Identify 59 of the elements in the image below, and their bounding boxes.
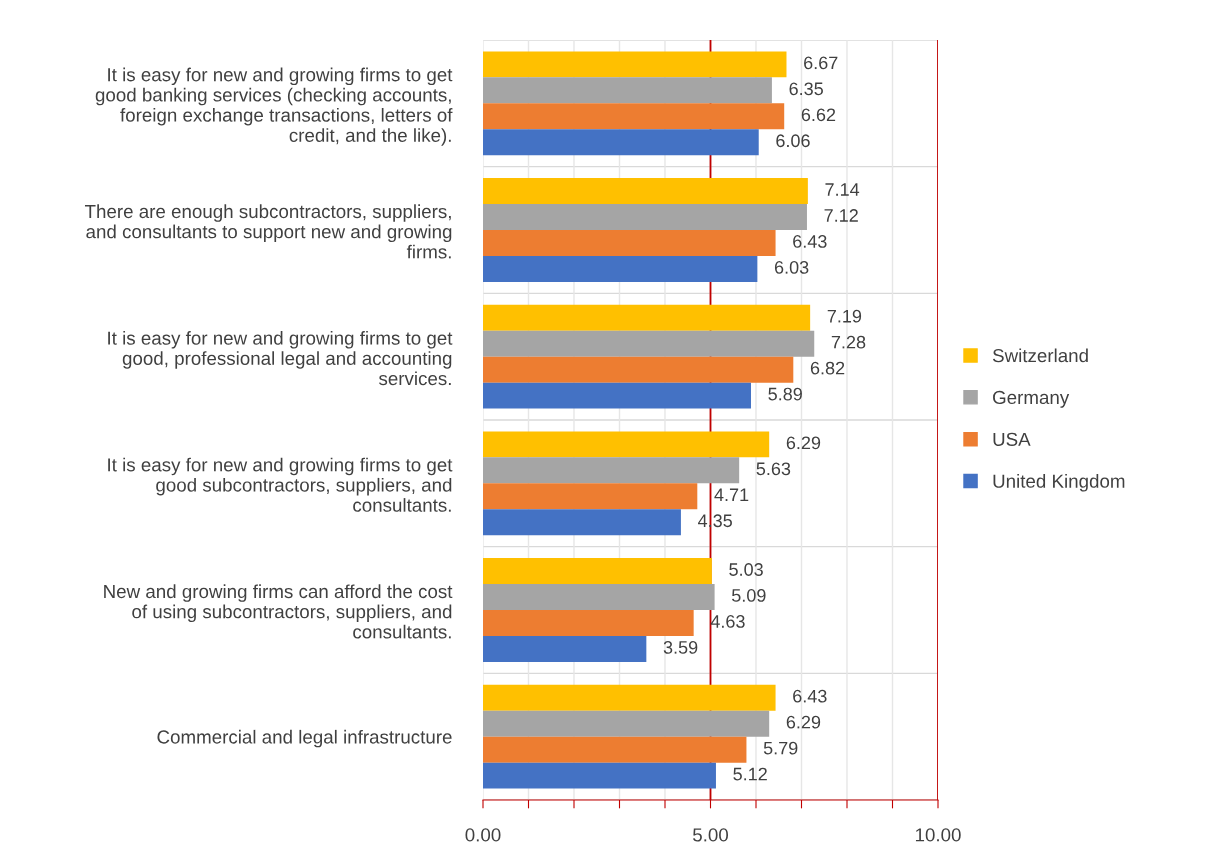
y-tick-label: Commercial and legal infrastructure	[157, 729, 452, 748]
data-label: 6.03	[774, 261, 809, 274]
bar	[483, 178, 808, 205]
data-label: 6.29	[786, 436, 821, 450]
bar	[483, 610, 694, 636]
bar	[483, 382, 751, 409]
data-label: 6.43	[793, 235, 827, 248]
data-label: 7.19	[827, 309, 862, 323]
y-tick-label: There are enough subcontractors, suppliers, and consultants to support new and growing firms.	[84, 204, 452, 259]
bar	[483, 51, 787, 78]
bar	[483, 356, 794, 383]
bar	[483, 304, 811, 331]
data-label: 6.06	[776, 134, 810, 148]
data-label: 6.62	[801, 108, 836, 122]
bar	[483, 736, 747, 763]
bar	[483, 230, 776, 256]
bar	[483, 710, 770, 737]
data-label: 7.14	[825, 183, 860, 196]
bar	[483, 635, 647, 662]
data-label: 5.03	[729, 563, 763, 576]
bar	[483, 684, 776, 711]
data-label: 6.67	[804, 56, 838, 70]
data-label: 6.82	[810, 361, 845, 375]
bar	[483, 330, 815, 357]
y-tick-label: It is easy for new and growing firms to get good, professional legal and accounting services.	[108, 331, 453, 386]
x-tick-label: 0.00	[465, 828, 501, 842]
bar	[483, 204, 807, 230]
y-tick-label: It is easy for new and growing firms to get good banking services (checking accounts, foreign exchange transactions, letters of credit, and the like).	[95, 67, 453, 146]
bar	[483, 77, 772, 104]
bar	[483, 762, 716, 789]
data-label: 5.12	[733, 767, 767, 781]
bar	[483, 431, 770, 458]
data-label: 6.43	[793, 689, 827, 703]
bar	[483, 457, 740, 484]
bar	[483, 129, 759, 156]
data-label: 5.63	[756, 462, 791, 476]
data-label: 7.12	[824, 209, 858, 222]
y-tick-label: New and growing firms can afford the cost of using subcontractors, suppliers, and consultants.	[104, 584, 453, 639]
data-label: 7.28	[831, 335, 866, 349]
data-label: 6.35	[789, 82, 823, 96]
bar	[483, 584, 715, 610]
data-label: 6.29	[786, 715, 821, 729]
bar	[483, 558, 712, 585]
legend-label: United Kingdom	[993, 474, 1125, 492]
x-tick-label: 10.00	[915, 828, 961, 842]
data-label: 5.89	[768, 387, 802, 401]
data-label: 5.09	[731, 589, 766, 602]
data-label: 3.59	[663, 641, 698, 654]
legend-label: Germany	[993, 390, 1070, 408]
data-label: 5.79	[763, 741, 798, 755]
bar	[483, 255, 758, 282]
y-tick-label: It is easy for new and growing firms to get good subcontractors, suppliers, and consultants.	[108, 457, 453, 512]
bar	[483, 103, 785, 130]
bar	[483, 509, 681, 536]
bar	[483, 483, 698, 510]
legend-label: Switzerland	[992, 348, 1088, 363]
data-label: 4.71	[714, 488, 749, 501]
legend-label: USA	[993, 432, 1031, 446]
x-tick-label: 5.00	[693, 828, 729, 842]
